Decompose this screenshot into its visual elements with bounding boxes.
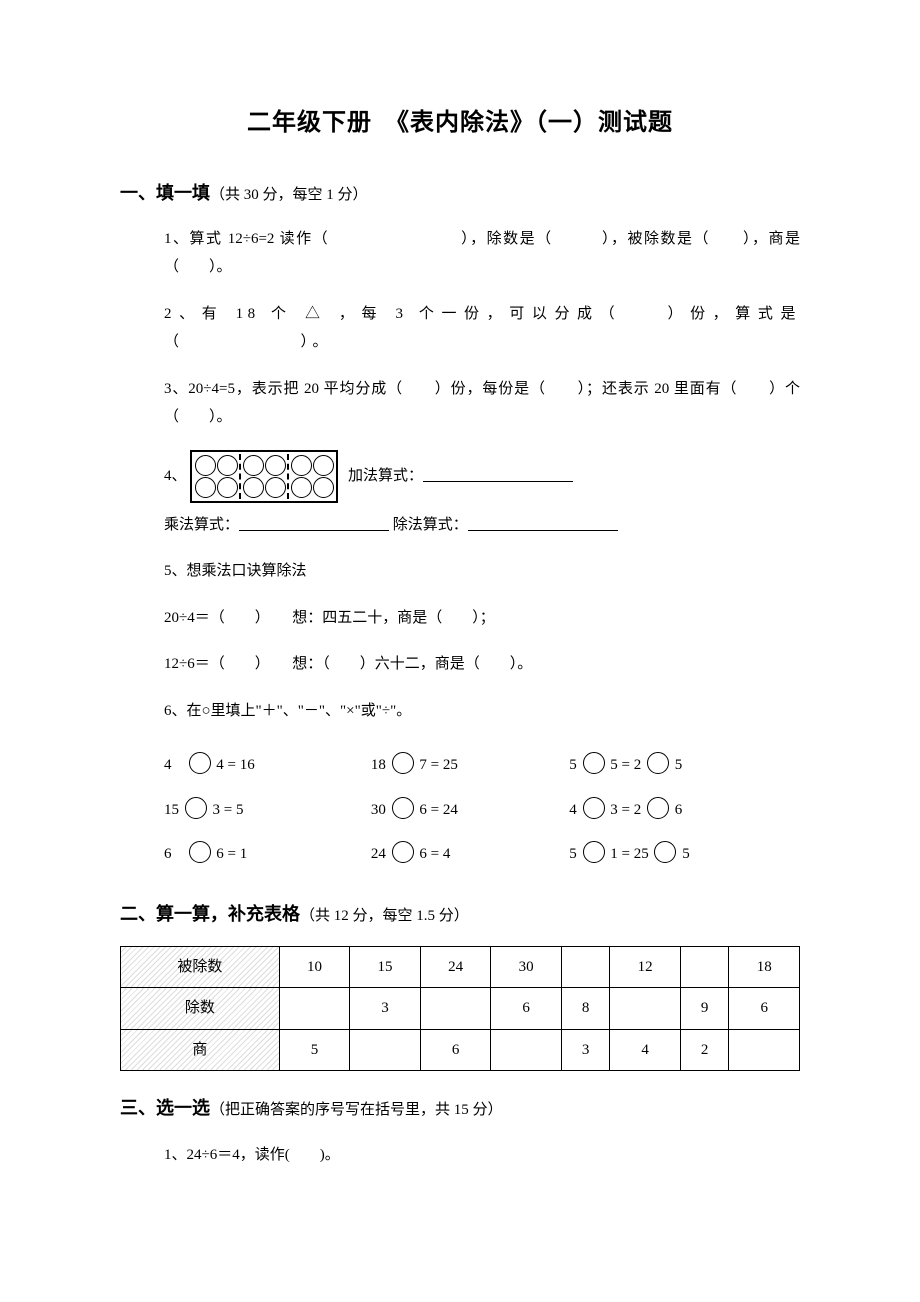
q6-val: 15 (164, 802, 179, 818)
q4-add-label: 加法算式： (348, 468, 423, 484)
q6-val: 6 = 24 (419, 802, 457, 818)
blank-line (239, 530, 389, 531)
table-cell: 6 (420, 1029, 491, 1071)
q3: 3、20÷4=5，表示把 20 平均分成（ ）份，每份是（ ）；还表示 20 里… (164, 375, 800, 432)
table-cell: 8 (561, 988, 609, 1030)
q6-val: 3 = 5 (213, 802, 244, 818)
q6-val: 5 (569, 757, 577, 773)
blank-line (468, 530, 618, 531)
table-cell: 30 (491, 946, 562, 988)
table-cell (350, 1029, 421, 1071)
q5b: 12÷6＝（ ） 想：（ ）六十二，商是（ ）。 (164, 650, 800, 679)
q6: 6、在○里填上"＋"、"－"、"×"或"÷"。 (164, 697, 800, 726)
table-cell (729, 1029, 800, 1071)
table-cell: 6 (491, 988, 562, 1030)
q6-val: 5 (675, 757, 683, 773)
page-title: 二年级下册 《表内除法》（一）测试题 (120, 100, 800, 146)
q6-val: 3 = 2 (610, 802, 641, 818)
row-label: 商 (121, 1029, 280, 1071)
table-row: 除数 3 6 8 9 6 (121, 988, 800, 1030)
table-row: 商 5 6 3 4 2 (121, 1029, 800, 1071)
table-cell (279, 988, 350, 1030)
table-cell: 12 (610, 946, 681, 988)
q6-val: 1 = 25 (610, 846, 648, 862)
table-row: 被除数 10 15 24 30 12 18 (121, 946, 800, 988)
q4-prefix: 4、 (164, 468, 187, 484)
table-cell (610, 988, 681, 1030)
section-2-sub: （共 12 分，每空 1.5 分） (300, 908, 469, 924)
section-3-title: 三、选一选 (120, 1098, 210, 1118)
q6-val: 5 = 2 (610, 757, 641, 773)
table-cell: 4 (610, 1029, 681, 1071)
section-2-header: 二、算一算，补充表格（共 12 分，每空 1.5 分） (120, 897, 800, 931)
q6-val: 24 (371, 846, 386, 862)
row-label: 除数 (121, 988, 280, 1030)
section-1-title: 一、填一填 (120, 183, 210, 203)
circle-blank (583, 841, 605, 863)
table-cell: 18 (729, 946, 800, 988)
circle-blank (583, 752, 605, 774)
circle-blank (189, 841, 211, 863)
table-cell: 10 (279, 946, 350, 988)
section-3-header: 三、选一选（把正确答案的序号写在括号里，共 15 分） (120, 1091, 800, 1125)
q6-val: 4 (164, 757, 172, 773)
table-cell: 3 (350, 988, 421, 1030)
table-cell: 5 (279, 1029, 350, 1071)
q1: 1、算式 12÷6=2 读作（ ），除数是（ ），被除数是（ ），商是（ ）。 (164, 225, 800, 282)
table-cell (561, 946, 609, 988)
q6-val: 6 = 1 (216, 846, 247, 862)
data-table: 被除数 10 15 24 30 12 18 除数 3 6 8 9 6 商 5 6… (120, 946, 800, 1072)
q6-val: 5 (569, 846, 577, 862)
table-cell (420, 988, 491, 1030)
table-cell: 3 (561, 1029, 609, 1071)
row-label: 被除数 (121, 946, 280, 988)
circle-blank (583, 797, 605, 819)
table-cell: 24 (420, 946, 491, 988)
q6-val: 4 = 16 (216, 757, 254, 773)
q4-mul-label: 乘法算式： (164, 517, 239, 533)
q6-val: 18 (371, 757, 386, 773)
section-1-header: 一、填一填（共 30 分，每空 1 分） (120, 176, 800, 210)
circle-blank (392, 797, 414, 819)
circles-diagram (190, 450, 338, 503)
q6-val: 4 (569, 802, 577, 818)
table-cell: 9 (680, 988, 728, 1030)
circle-blank (392, 841, 414, 863)
q6-val: 6 (164, 846, 172, 862)
section-1-sub: （共 30 分，每空 1 分） (210, 187, 368, 203)
section-3-sub: （把正确答案的序号写在括号里，共 15 分） (210, 1102, 503, 1118)
q2: 2、有 18 个 △ ，每 3 个一份，可以分成（ ）份，算式是（ ）。 (164, 300, 800, 357)
q6-val: 6 = 4 (419, 846, 450, 862)
q5a: 20÷4＝（ ） 想：四五二十，商是（ ）； (164, 604, 800, 633)
circle-blank (185, 797, 207, 819)
q6-val: 7 = 25 (419, 757, 457, 773)
table-cell (680, 946, 728, 988)
q4-div-label: 除法算式： (393, 517, 468, 533)
q6-val: 5 (682, 846, 690, 862)
q6-val: 30 (371, 802, 386, 818)
q6-val: 6 (675, 802, 683, 818)
section-2-title: 二、算一算，补充表格 (120, 904, 300, 924)
blank-line (423, 481, 573, 482)
circle-blank (647, 797, 669, 819)
table-cell: 6 (729, 988, 800, 1030)
table-cell: 2 (680, 1029, 728, 1071)
table-cell: 15 (350, 946, 421, 988)
circle-blank (189, 752, 211, 774)
q5: 5、想乘法口诀算除法 (164, 557, 800, 586)
q4-line2: 乘法算式： 除法算式： (164, 511, 800, 540)
s3-q1: 1、24÷6＝4，读作( )。 (164, 1141, 800, 1170)
q6-grid: 4 4 = 16 18 7 = 25 5 5 = 2 5 15 3 = 5 30… (164, 743, 844, 877)
circle-blank (392, 752, 414, 774)
table-cell (491, 1029, 562, 1071)
circle-blank (654, 841, 676, 863)
circle-blank (647, 752, 669, 774)
q4: 4、 加法算式： (164, 450, 800, 503)
